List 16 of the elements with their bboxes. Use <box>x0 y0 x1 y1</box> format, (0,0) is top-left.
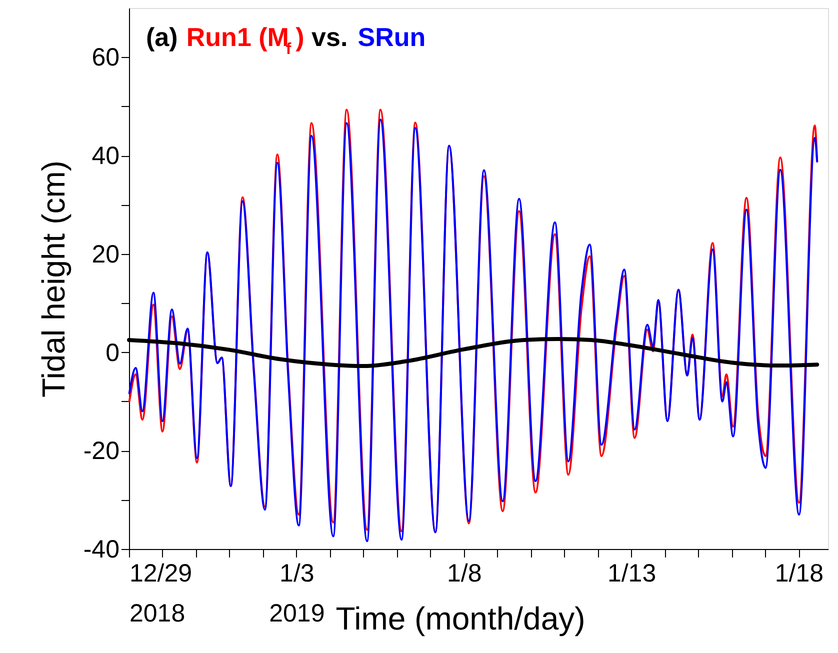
y-tick-label: 0 <box>106 338 120 367</box>
y-tick-label: 40 <box>92 142 120 170</box>
x-tick-label: 12/29 2018 <box>130 560 192 628</box>
text: (a) <box>146 22 178 52</box>
y-tick-label: 20 <box>92 240 120 268</box>
x-tick-label: 1/3 2019 <box>269 560 325 628</box>
y-axis-title: Tidal height (cm) <box>35 160 72 398</box>
x-tick-label: 1/13 <box>607 560 656 588</box>
y-tick-label: -40 <box>83 536 120 564</box>
annotation: vs. <box>312 22 348 52</box>
x-tick-label: 1/8 <box>446 560 482 588</box>
y-tick-label: -20 <box>83 437 120 466</box>
text: SRun <box>358 22 426 52</box>
y-tick-label: 60 <box>92 44 120 72</box>
x-axis-title: Time (month/day) <box>336 600 586 636</box>
x-tick-label: 1/18 <box>774 560 824 588</box>
